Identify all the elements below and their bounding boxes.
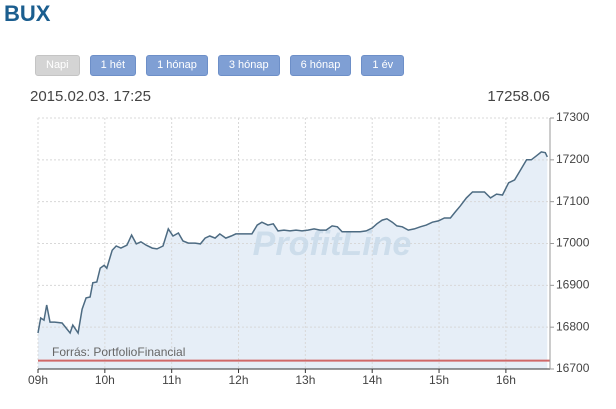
x-tick-label: 11h (162, 373, 181, 387)
area (38, 151, 548, 369)
y-tick-label: 16900 (556, 278, 590, 292)
source: Forrás: PortfolioFinancial (52, 345, 185, 359)
timestamp: 2015.02.03. 17:25 (30, 88, 151, 105)
y-tick-label: 17100 (556, 194, 590, 208)
range-button[interactable]: 1 hét (89, 55, 137, 76)
y-tick-label: 17000 (556, 236, 590, 250)
range-button[interactable]: 1 év (361, 55, 405, 76)
x-tick-label: 13h (295, 373, 315, 387)
x-tick-label: 16h (496, 373, 516, 387)
x-tick-label: 14h (362, 373, 382, 387)
x-tick-label: 15h (429, 373, 449, 387)
y-tick-label: 16700 (556, 361, 590, 375)
last-value: 17258.06 (487, 88, 550, 105)
x-tick-label: 09h (28, 373, 48, 387)
range-button[interactable]: Napi (35, 55, 80, 76)
range-buttons: Napi 1 hét 1 hónap 3 hónap 6 hónap 1 év (35, 55, 405, 76)
watermark: ProfitLine (253, 225, 412, 263)
y-tick-label: 17300 (556, 110, 590, 124)
x-tick-label: 10h (95, 373, 115, 387)
range-button[interactable]: 1 hónap (146, 55, 208, 76)
title: BUX (4, 1, 51, 26)
y-tick-label: 16800 (556, 319, 590, 333)
x-tick-label: 12h (229, 373, 249, 387)
range-button[interactable]: 6 hónap (289, 55, 352, 76)
y-tick-label: 17200 (556, 152, 590, 166)
range-button[interactable]: 3 hónap (217, 55, 280, 76)
line (37, 151, 548, 335)
